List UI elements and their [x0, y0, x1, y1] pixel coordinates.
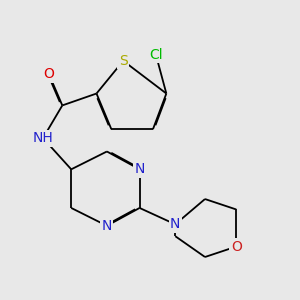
Text: O: O: [231, 240, 242, 254]
Text: O: O: [44, 67, 54, 81]
Text: Cl: Cl: [149, 48, 163, 62]
Text: NH: NH: [33, 131, 53, 145]
Text: N: N: [102, 219, 112, 233]
Text: N: N: [134, 162, 145, 176]
Text: S: S: [119, 54, 128, 68]
Text: N: N: [170, 217, 181, 231]
